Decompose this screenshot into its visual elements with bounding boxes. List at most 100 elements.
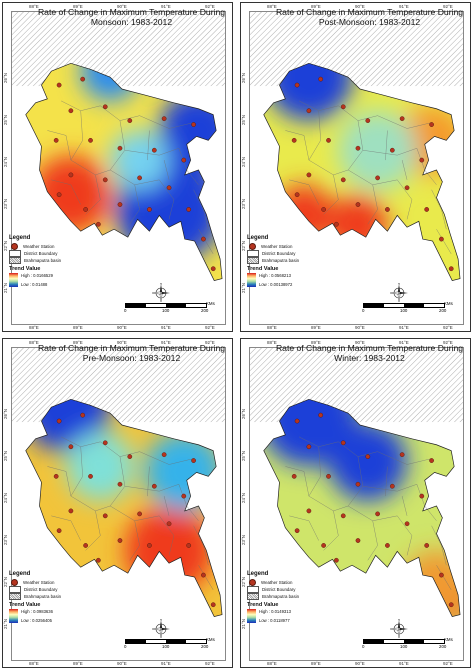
district-line [362, 148, 417, 156]
latitude-tick: 25°N [3, 450, 8, 461]
district-line [139, 115, 194, 129]
district-line [70, 446, 83, 497]
weather-station-marker [294, 192, 300, 198]
longitude-tick: 89°E [311, 4, 321, 9]
brahmaputra-basin-icon [247, 257, 259, 264]
district-line [129, 184, 140, 225]
district-boundaries [285, 436, 452, 590]
weather-stations [291, 412, 454, 608]
latitude-tick: 25°N [3, 114, 8, 125]
latitude-tick: 22°N [3, 576, 8, 587]
panel-title: Rate of Change in Maximum Temperature Du… [33, 7, 230, 27]
weather-station-marker [147, 543, 152, 548]
weather-station-marker [147, 207, 152, 212]
district-boundary-icon [247, 250, 259, 257]
latitude-tick: 24°N [3, 156, 8, 167]
latitude-tick: 24°N [241, 492, 246, 503]
longitude-tick: 91°E [161, 340, 171, 345]
legend-district-label: District Boundary [262, 251, 296, 256]
latitude-tick: 22°N [3, 240, 8, 251]
latitude-tick: 22°N [241, 576, 246, 587]
weather-station-marker [53, 137, 59, 143]
longitude-tick: 89°E [73, 325, 83, 330]
legend-station-label: Weather Station [261, 244, 293, 249]
scale-bar: KMs 0 100 200 [362, 301, 463, 314]
weather-station-marker [80, 412, 86, 418]
district-line [367, 184, 378, 225]
weather-station-marker [117, 538, 123, 543]
district-line [70, 110, 83, 161]
district-line [163, 160, 170, 180]
legend-item-station: Weather Station [247, 579, 347, 586]
legend-item-basin: Brahmaputra basin [247, 593, 347, 600]
weather-station-marker [137, 511, 142, 517]
map-frame [249, 11, 464, 325]
weather-station-marker [151, 147, 157, 153]
bangladesh-map [12, 12, 225, 281]
legend-item-district: District Boundary [9, 250, 109, 257]
weather-station-marker [404, 521, 410, 527]
weather-station-marker [294, 82, 300, 88]
legend-item-station: Weather Station [247, 243, 347, 250]
legend-heading: Legend [9, 235, 31, 241]
legend-basin-label: Brahmaputra basin [24, 258, 62, 263]
district-boundaries [285, 100, 452, 254]
district-line [377, 115, 432, 129]
weather-station-marker [419, 493, 425, 499]
latitude-tick: 21°N [3, 618, 8, 629]
weather-station-marker [419, 157, 425, 163]
district-line [147, 466, 150, 497]
weather-station-marker [375, 175, 380, 181]
longitude-tick: 88°E [267, 661, 277, 666]
district-boundary-icon [9, 250, 21, 257]
longitude-tick: 91°E [161, 661, 171, 666]
weather-station-marker [306, 508, 312, 514]
district-line [308, 446, 321, 497]
legend-district-label: District Boundary [262, 587, 296, 592]
weather-station-marker [321, 207, 326, 212]
district-line [289, 179, 319, 205]
weather-station-marker [321, 543, 326, 548]
district-line [163, 496, 170, 516]
latitude-tick: 24°N [241, 156, 246, 167]
district-boundary-icon [247, 586, 259, 593]
district-line [85, 174, 101, 215]
weather-station-marker [127, 454, 133, 459]
north-arrow-icon: N [151, 619, 170, 639]
panel-title: Rate of Change in Maximum Temperature Du… [271, 343, 468, 363]
trend-low-label: Low : 0.0256405 [21, 618, 52, 623]
latitude-tick: 26°N [241, 72, 246, 83]
weather-station-marker [318, 76, 324, 82]
weather-station-marker [326, 137, 331, 143]
scale-label-0: 0 [124, 644, 127, 649]
trend-high-label: High : 0.0983636 [21, 609, 53, 614]
weather-station-marker [137, 175, 142, 181]
weather-station-marker [166, 521, 172, 527]
weather-station-marker [439, 236, 444, 242]
trend-zone [144, 431, 223, 511]
scale-label-0: 0 [362, 644, 365, 649]
top-longitude-ticks: 88°E 89°E 90°E 91°E 92°E [11, 339, 226, 347]
trend-high-label: High : 0.0149313 [259, 609, 291, 614]
district-line [110, 169, 160, 185]
weather-station-marker [83, 207, 88, 212]
bottom-longitude-ticks: 88°E 89°E 90°E 91°E 92°E [249, 660, 464, 667]
longitude-tick: 89°E [311, 340, 321, 345]
legend-station-label: Weather Station [23, 244, 55, 249]
scale-units: KMs [444, 301, 453, 306]
scale-label-100: 100 [400, 308, 408, 313]
district-line [193, 525, 209, 566]
trend-zone [124, 505, 214, 595]
weather-station-marker [306, 172, 312, 178]
legend: Legend Weather Station District Boundary… [247, 571, 347, 623]
scale-label-200: 200 [439, 644, 447, 649]
district-line [436, 565, 452, 590]
weather-station-marker [306, 444, 312, 450]
legend-station-label: Weather Station [23, 580, 55, 585]
district-line [129, 520, 140, 561]
longitude-tick: 89°E [311, 661, 321, 666]
latitude-tick: 23°N [3, 198, 8, 209]
brahmaputra-basin-icon [9, 593, 21, 600]
legend-item-basin: Brahmaputra basin [9, 593, 109, 600]
longitude-tick: 92°E [443, 340, 453, 345]
